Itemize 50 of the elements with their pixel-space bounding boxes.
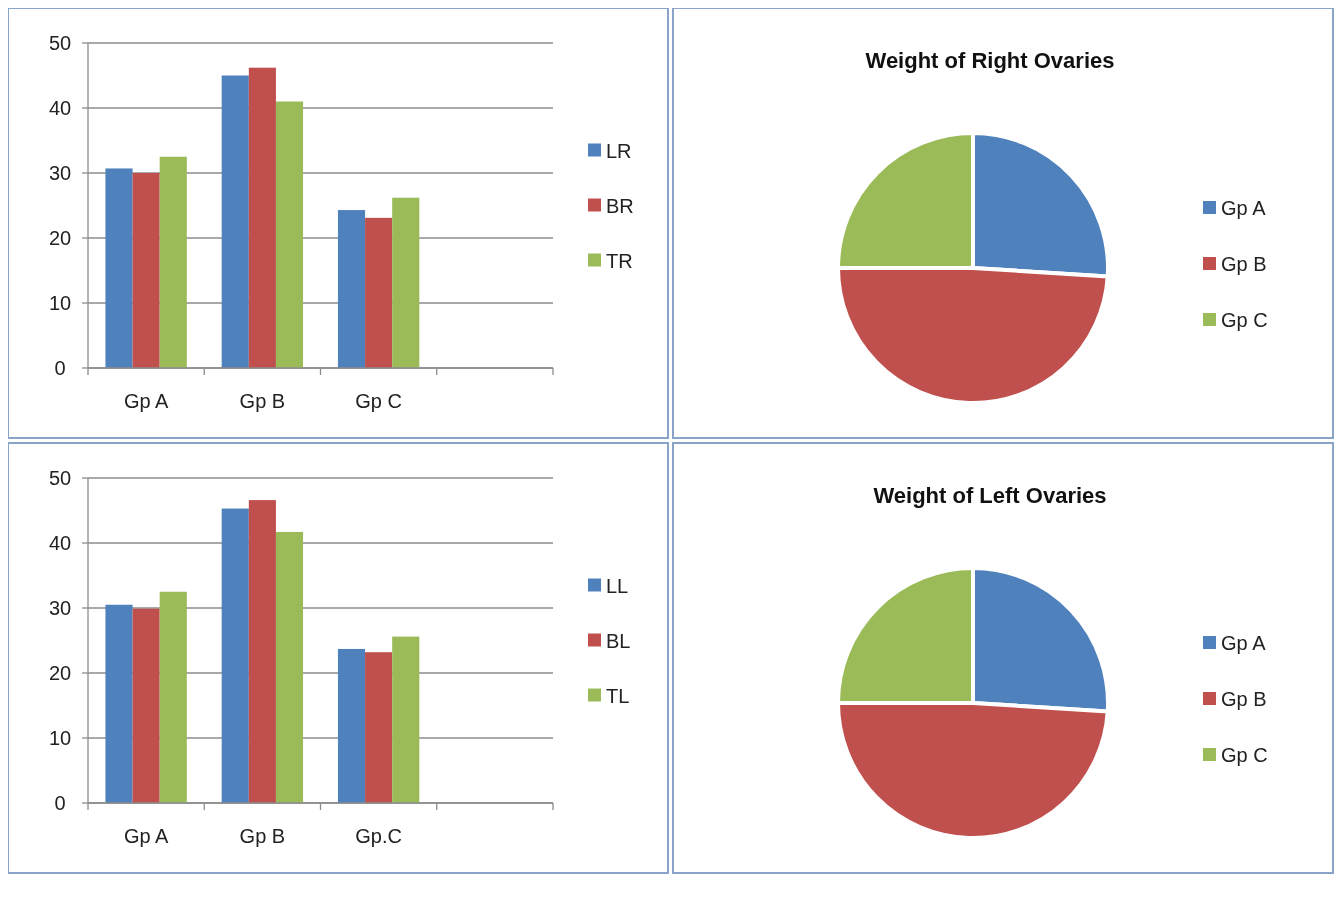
bar bbox=[248, 500, 276, 803]
legend-label: TL bbox=[606, 684, 630, 707]
x-tick-label: Gp A bbox=[123, 390, 170, 412]
bar bbox=[275, 101, 304, 368]
bar bbox=[392, 636, 420, 803]
y-tick-label: 20 bbox=[48, 227, 72, 249]
bar bbox=[337, 648, 366, 803]
bar bbox=[132, 173, 160, 368]
legend-label: BR bbox=[606, 194, 634, 217]
legend-label: Gp A bbox=[1221, 197, 1267, 219]
y-tick-label: 30 bbox=[48, 597, 72, 619]
chart-title: Weight of Right Ovaries bbox=[865, 48, 1115, 73]
legend-label: Gp C bbox=[1221, 744, 1268, 766]
bar bbox=[337, 210, 366, 368]
legend-label: TR bbox=[606, 249, 633, 272]
y-tick-label: 30 bbox=[48, 162, 72, 184]
y-tick-label: 10 bbox=[48, 727, 72, 749]
legend-label: Gp C bbox=[1221, 309, 1268, 331]
x-tick-label: Gp C bbox=[355, 390, 402, 412]
bar bbox=[365, 217, 393, 368]
chart-title: Weight of Left Ovaries bbox=[873, 483, 1107, 508]
bar bbox=[105, 168, 133, 368]
x-tick-label: Gp.C bbox=[355, 825, 402, 847]
y-tick-label: 50 bbox=[48, 32, 72, 54]
y-tick-label: 40 bbox=[48, 532, 72, 554]
legend-label: Gp B bbox=[1221, 688, 1267, 710]
y-tick-label: 40 bbox=[48, 97, 72, 119]
y-tick-label: 0 bbox=[54, 357, 66, 379]
bar bbox=[248, 67, 276, 368]
bar bbox=[275, 531, 304, 803]
bar bbox=[159, 591, 187, 803]
y-tick-label: 0 bbox=[54, 792, 66, 814]
bar bbox=[392, 197, 420, 368]
legend-label: Gp B bbox=[1221, 253, 1267, 275]
legend-label: LR bbox=[606, 139, 632, 162]
bar bbox=[132, 608, 160, 803]
bar bbox=[365, 652, 393, 803]
y-tick-label: 50 bbox=[48, 467, 72, 489]
legend-label: Gp A bbox=[1221, 632, 1267, 654]
y-tick-label: 20 bbox=[48, 662, 72, 684]
bar bbox=[159, 156, 187, 368]
x-tick-label: Gp A bbox=[123, 825, 170, 847]
bar bbox=[105, 604, 133, 803]
legend-label: LL bbox=[606, 574, 629, 597]
bar bbox=[221, 508, 249, 803]
x-tick-label: Gp B bbox=[239, 825, 286, 847]
legend-label: BL bbox=[606, 629, 631, 652]
bar bbox=[221, 75, 249, 368]
x-tick-label: Gp B bbox=[239, 390, 286, 412]
y-tick-label: 10 bbox=[48, 292, 72, 314]
